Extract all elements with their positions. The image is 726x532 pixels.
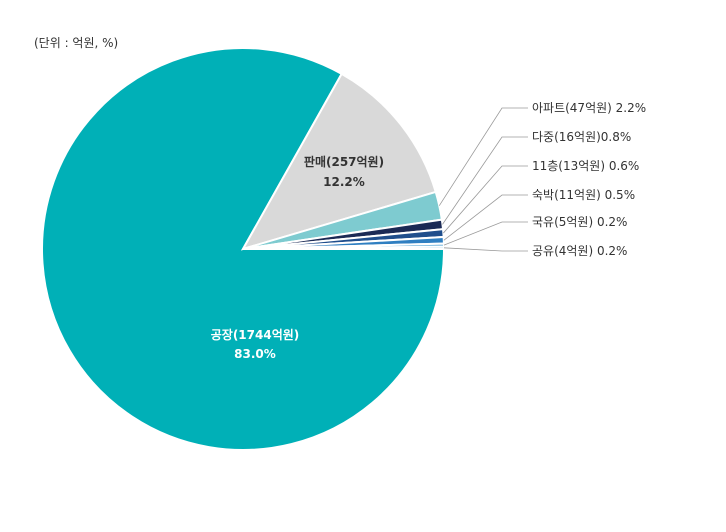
label-sales-pct: 12.2% [323, 175, 365, 189]
label-national-leader [443, 221, 528, 246]
pie-slices [41, 47, 446, 451]
label-11floor-leader [443, 165, 528, 234]
unit-note: (단위 : 억원, %) [34, 36, 118, 50]
label-lodging-leader [443, 194, 528, 241]
label-national: 국유(5억원) 0.2% [532, 215, 627, 229]
label-apartment-leader [438, 107, 528, 206]
label-lodging: 숙박(11억원) 0.5% [532, 188, 635, 202]
label-sales-name: 판매(257억원) [304, 154, 384, 169]
label-multi-leader [442, 136, 528, 225]
label-11floor: 11층(13억원) 0.6% [532, 159, 639, 173]
label-public: 공유(4억원) 0.2% [532, 244, 627, 258]
label-factory-name: 공장(1744억원) [211, 328, 300, 342]
label-public-leader [443, 247, 528, 252]
label-multi: 다중(16억원)0.8% [532, 130, 631, 144]
label-apartment: 아파트(47억원) 2.2% [532, 101, 646, 115]
leader-lines [438, 107, 528, 252]
label-factory-pct: 83.0% [234, 347, 276, 361]
slice-labels: 공장(1744억원) 83.0% 판매(257억원) 12.2% 아파트(47억원) 2… [211, 101, 646, 361]
